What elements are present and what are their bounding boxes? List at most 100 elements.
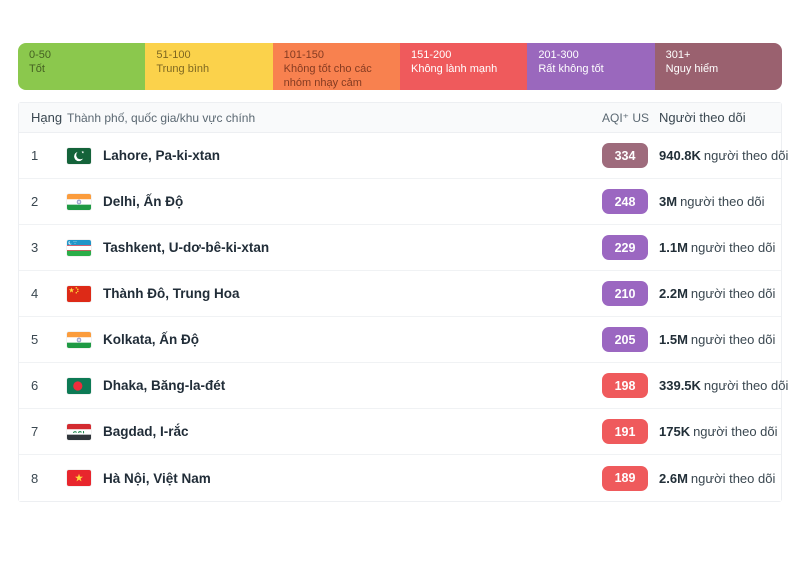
header-aqi: AQI⁺ US — [602, 110, 650, 125]
followers-label: người theo dõi — [690, 240, 776, 255]
followers-cell: 1.1M người theo dõi — [659, 240, 781, 255]
followers-count: 175K — [659, 424, 691, 439]
aqi-cell: 248 — [594, 189, 659, 214]
country-flag-icon — [67, 285, 91, 302]
table-row[interactable]: 3 Tashkent, U-dơ-bê-ki-xtan 229 1.1M ngườ… — [19, 225, 781, 271]
city-name: Tashkent, U-dơ-bê-ki-xtan — [103, 240, 270, 255]
followers-count: 339.5K — [659, 378, 701, 393]
followers-cell: 2.2M người theo dõi — [659, 286, 781, 301]
country-flag-icon — [67, 377, 91, 394]
followers-label: người theo dõi — [680, 194, 765, 209]
followers-label: người theo dõi — [690, 286, 776, 301]
legend-segment-label: Tốt — [29, 63, 45, 76]
table-row[interactable]: 2 Delhi, Ấn Độ 248 3M người theo dõi — [19, 179, 781, 225]
table-body: 1 Lahore, Pa-ki-xtan 334 940.8K người the… — [19, 133, 788, 501]
legend-segment-label: Rất không tốt — [538, 63, 604, 76]
city-name: Delhi, Ấn Độ — [103, 194, 184, 209]
followers-count: 2.6M — [659, 470, 688, 486]
city-cell: Bagdad, I-rắc — [67, 423, 594, 440]
legend-segment: 51-100 Trung bình — [145, 43, 273, 90]
table-row[interactable]: 4 Thành Đô, Trung Hoa 210 2.2M người theo… — [19, 271, 781, 317]
city-cell: Kolkata, Ấn Độ — [67, 331, 594, 348]
legend-segment-label: Không lành mạnh — [410, 63, 498, 76]
country-flag-icon — [67, 423, 91, 440]
aqi-badge: 334 — [602, 143, 648, 168]
aqi-cell: 229 — [594, 235, 659, 260]
followers-count: 1.5M — [659, 332, 688, 347]
followers-label: người theo dõi — [703, 378, 789, 393]
city-cell: Dhaka, Băng-la-đét — [67, 377, 594, 394]
table-row[interactable]: 7 Bagdad, I-rắc 191 175K người theo dõi — [19, 409, 781, 455]
followers-count: 1.1M — [659, 240, 688, 255]
legend-segment-range: 201-300 — [538, 49, 579, 61]
rank-cell: 6 — [31, 378, 39, 393]
followers-cell: 2.6M người theo dõi — [659, 471, 781, 486]
aqi-badge: 191 — [602, 419, 648, 444]
aqi-cell: 198 — [594, 373, 659, 398]
city-name: Kolkata, Ấn Độ — [103, 332, 200, 347]
country-flag-icon — [67, 147, 91, 164]
legend-segment-range: 51-100 — [156, 49, 191, 61]
legend-segment: 151-200 Không lành mạnh — [399, 43, 528, 90]
aqi-cell: 191 — [594, 419, 659, 444]
legend-segment-range: 301+ — [665, 49, 691, 61]
rank-cell: 2 — [31, 194, 39, 209]
aqi-cell: 189 — [594, 465, 659, 491]
table-header-row: Hạng Thành phố, quốc gia/khu vực chính A… — [19, 103, 781, 133]
table-row[interactable]: 8 Hà Nội, Việt Nam 189 2.6M người theo dõ… — [19, 455, 781, 501]
city-name: Hà Nội, Việt Nam — [103, 470, 211, 486]
aqi-cell: 210 — [594, 281, 659, 306]
legend-segment: 101-150 Không tốt cho các nhóm nhạy cảm — [272, 43, 400, 90]
legend-segment-range: 0-50 — [29, 49, 52, 61]
legend-segment: 301+ Nguy hiểm — [654, 43, 782, 90]
aqi-badge: 189 — [602, 465, 648, 491]
city-cell: Delhi, Ấn Độ — [67, 193, 594, 210]
aqi-badge: 205 — [602, 327, 648, 352]
rank-cell: 8 — [31, 470, 39, 486]
legend-segment: 201-300 Rất không tốt — [527, 43, 655, 90]
table-row[interactable]: 1 Lahore, Pa-ki-xtan 334 940.8K người the… — [19, 133, 788, 179]
country-flag-icon — [67, 239, 91, 256]
aqi-badge: 229 — [602, 235, 648, 260]
city-name: Bagdad, I-rắc — [103, 424, 189, 439]
table-row[interactable]: 5 Kolkata, Ấn Độ 205 1.5M người theo dõi — [19, 317, 781, 363]
table-row[interactable]: 6 Dhaka, Băng-la-đét 198 339.5K người the… — [19, 363, 788, 409]
city-cell: Hà Nội, Việt Nam — [67, 470, 594, 486]
followers-label: người theo dõi — [690, 470, 776, 486]
legend-segment: 0-50 Tốt — [18, 43, 146, 90]
country-flag-icon — [67, 470, 91, 486]
header-city: Thành phố, quốc gia/khu vực chính — [67, 110, 256, 125]
rank-cell: 1 — [31, 148, 39, 163]
aqi-badge: 210 — [602, 281, 648, 306]
legend-segment-label: Không tốt cho các nhóm nhạy cảm — [283, 63, 372, 90]
aqi-cell: 205 — [594, 327, 659, 352]
city-cell: Tashkent, U-dơ-bê-ki-xtan — [67, 239, 594, 256]
aqi-badge: 198 — [602, 373, 648, 398]
city-name: Lahore, Pa-ki-xtan — [103, 148, 221, 163]
country-flag-icon — [67, 331, 91, 348]
followers-cell: 1.5M người theo dõi — [659, 332, 781, 347]
legend-segment-label: Nguy hiểm — [665, 63, 719, 76]
followers-label: người theo dõi — [703, 148, 789, 163]
city-cell: Lahore, Pa-ki-xtan — [67, 147, 594, 164]
legend-segment-range: 101-150 — [283, 49, 325, 61]
city-name: Thành Đô, Trung Hoa — [103, 286, 240, 301]
followers-count: 940.8K — [659, 148, 701, 163]
rank-cell: 5 — [31, 332, 39, 347]
followers-count: 2.2M — [659, 286, 688, 301]
header-rank: Hạng — [31, 110, 63, 125]
aqi-legend: 0-50 Tốt 51-100 Trung bình 101-150 Không… — [18, 43, 782, 90]
header-followers: Người theo dõi — [659, 110, 746, 125]
rank-cell: 3 — [31, 240, 39, 255]
legend-segment-range: 151-200 — [410, 49, 452, 61]
rank-cell: 4 — [31, 286, 39, 301]
followers-label: người theo dõi — [693, 424, 778, 439]
followers-label: người theo dõi — [690, 332, 776, 347]
followers-cell: 175K người theo dõi — [659, 424, 781, 439]
legend-segment-label: Trung bình — [156, 63, 210, 76]
aqi-ranking-table: Hạng Thành phố, quốc gia/khu vực chính A… — [18, 102, 788, 502]
aqi-cell: 334 — [594, 143, 659, 168]
followers-count: 3M — [659, 194, 678, 209]
page-content: 0-50 Tốt 51-100 Trung bình 101-150 Không… — [18, 43, 788, 502]
city-name: Dhaka, Băng-la-đét — [103, 378, 226, 393]
